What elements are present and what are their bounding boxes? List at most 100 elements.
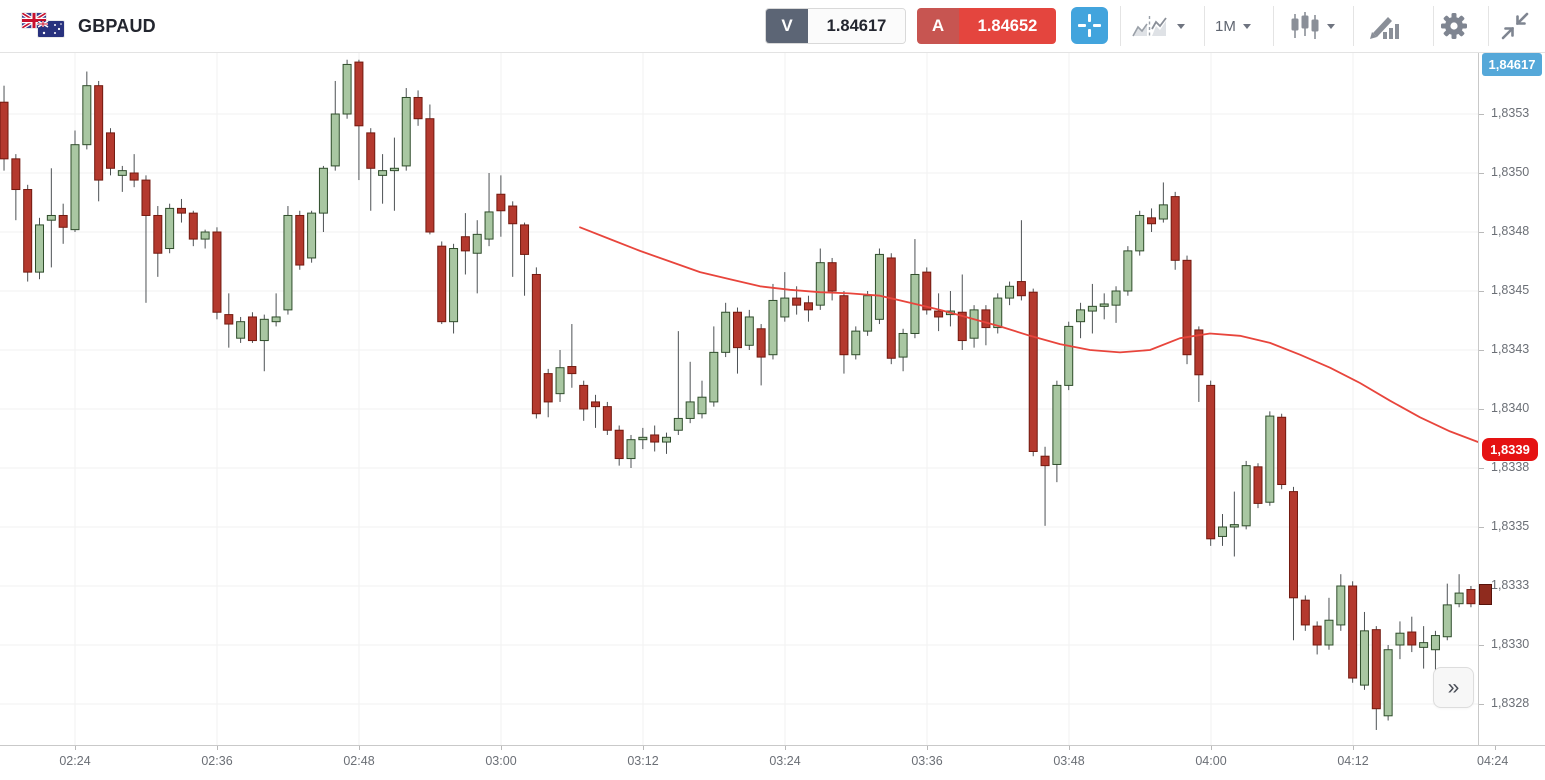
candle (1229, 524, 1239, 528)
candle (1383, 649, 1393, 717)
toolbar-separator (1433, 6, 1434, 46)
candle (70, 144, 80, 231)
ma-price-badge: 1,8339 (1482, 438, 1538, 462)
candle (685, 401, 695, 419)
candle (224, 314, 234, 325)
price-axis-label: 1,8338 (1491, 460, 1530, 474)
candle (295, 214, 305, 266)
candle (1099, 303, 1109, 307)
price-axis-label: 1,8345 (1491, 283, 1530, 297)
time-tick (359, 746, 360, 750)
sell-label: V (766, 9, 808, 43)
buy-price-button[interactable]: A 1.84652 (917, 8, 1056, 44)
candle (1359, 630, 1369, 686)
candle (579, 384, 589, 410)
candle (1253, 466, 1263, 504)
candle (591, 401, 601, 408)
candle (1336, 585, 1346, 626)
symbol-title: GBPAUD (78, 16, 156, 36)
candle (981, 309, 991, 329)
collapse-chart-button[interactable] (1500, 0, 1530, 52)
candle (614, 429, 624, 460)
sell-price-button[interactable]: V 1.84617 (765, 8, 906, 44)
chart-type-dropdown[interactable] (1290, 0, 1335, 52)
candle (721, 311, 731, 353)
candle (851, 330, 861, 356)
candle (1371, 629, 1381, 710)
time-axis-label: 02:48 (343, 754, 375, 768)
candle (709, 351, 719, 403)
moving-average-line (579, 226, 1478, 443)
candle (898, 332, 908, 358)
candle (129, 172, 139, 181)
clipped-candle (1479, 583, 1492, 605)
candle (1241, 465, 1251, 527)
candle (555, 367, 565, 395)
time-axis-label: 03:48 (1053, 754, 1085, 768)
collapse-arrows-icon (1501, 12, 1529, 40)
time-axis-label: 03:36 (911, 754, 943, 768)
candle (330, 113, 340, 167)
time-tick (501, 746, 502, 750)
candle (259, 318, 269, 342)
timeframe-dropdown[interactable]: 1M (1215, 0, 1251, 52)
time-axis-label: 04:12 (1337, 754, 1369, 768)
scroll-to-latest-button[interactable]: » (1433, 667, 1474, 708)
candle (212, 231, 222, 313)
toolbar-separator (1120, 6, 1121, 46)
toolbar-separator (1273, 6, 1274, 46)
candle (969, 309, 979, 339)
candle (460, 236, 470, 252)
candle (413, 96, 423, 120)
time-tick (1353, 746, 1354, 750)
timeframe-value: 1M (1215, 17, 1236, 35)
candle (1277, 416, 1287, 486)
time-tick (1495, 746, 1496, 750)
candle (1087, 305, 1097, 312)
candle (768, 299, 778, 356)
price-tick (1479, 232, 1484, 233)
candle (1182, 259, 1192, 356)
candle (815, 262, 825, 306)
crosshair-tool-button[interactable] (1071, 7, 1108, 44)
candle (1442, 604, 1452, 638)
candle (1218, 526, 1228, 537)
candle (437, 245, 447, 323)
candle (1040, 455, 1050, 467)
candlestick-chart[interactable] (0, 52, 1478, 745)
price-axis[interactable]: 1,84617 1,8339 1,8353 1,8350 1,8348 1,8345 1… (1478, 52, 1545, 745)
candle (863, 295, 873, 332)
candle (827, 262, 837, 292)
candle (46, 214, 56, 221)
candle (94, 85, 104, 181)
candle (354, 61, 364, 127)
price-axis-label: 1,8343 (1491, 342, 1530, 356)
australia-flag-icon (38, 21, 64, 37)
candle (165, 207, 175, 250)
candle (23, 189, 33, 273)
time-tick (785, 746, 786, 750)
price-axis-label: 1,8348 (1491, 224, 1530, 238)
time-axis[interactable]: 02:24 02:36 02:48 03:00 03:12 03:24 03:36 03:48… (0, 745, 1545, 780)
candle (1466, 589, 1476, 605)
settings-button[interactable] (1440, 0, 1468, 52)
candle (271, 316, 281, 323)
price-axis-label: 1,8353 (1491, 106, 1530, 120)
candle (1395, 632, 1405, 646)
compare-charts-dropdown[interactable] (1132, 0, 1185, 52)
candle (1194, 329, 1204, 376)
candle (188, 212, 198, 240)
candle (1147, 217, 1157, 225)
price-tick (1479, 409, 1484, 410)
time-tick (217, 746, 218, 750)
price-tick (1479, 704, 1484, 705)
candle (401, 96, 411, 167)
time-axis-label: 02:24 (59, 754, 91, 768)
candle (176, 207, 186, 214)
time-axis-label: 03:00 (485, 754, 517, 768)
candle (567, 366, 577, 375)
candle (1052, 384, 1062, 465)
draw-indicators-button[interactable] (1367, 0, 1399, 52)
compare-charts-icon (1132, 16, 1167, 37)
